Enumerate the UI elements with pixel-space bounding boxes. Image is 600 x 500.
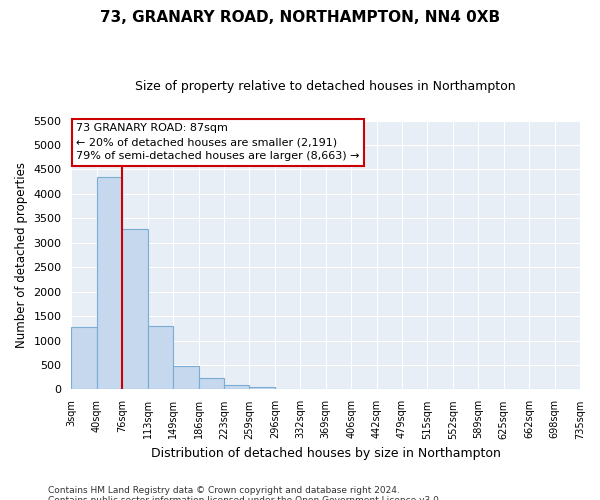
Text: 73, GRANARY ROAD, NORTHAMPTON, NN4 0XB: 73, GRANARY ROAD, NORTHAMPTON, NN4 0XB — [100, 10, 500, 25]
Bar — [122, 228, 148, 390]
Bar — [173, 366, 199, 390]
Bar — [250, 387, 275, 390]
Bar — [199, 378, 224, 390]
Bar — [148, 326, 173, 390]
Bar — [224, 385, 250, 390]
X-axis label: Distribution of detached houses by size in Northampton: Distribution of detached houses by size … — [151, 447, 500, 460]
Bar — [97, 177, 122, 390]
Y-axis label: Number of detached properties: Number of detached properties — [15, 162, 28, 348]
Text: 73 GRANARY ROAD: 87sqm
← 20% of detached houses are smaller (2,191)
79% of semi-: 73 GRANARY ROAD: 87sqm ← 20% of detached… — [76, 123, 360, 161]
Text: Contains HM Land Registry data © Crown copyright and database right 2024.: Contains HM Land Registry data © Crown c… — [48, 486, 400, 495]
Bar — [71, 328, 97, 390]
Text: Contains public sector information licensed under the Open Government Licence v3: Contains public sector information licen… — [48, 496, 442, 500]
Title: Size of property relative to detached houses in Northampton: Size of property relative to detached ho… — [136, 80, 516, 93]
